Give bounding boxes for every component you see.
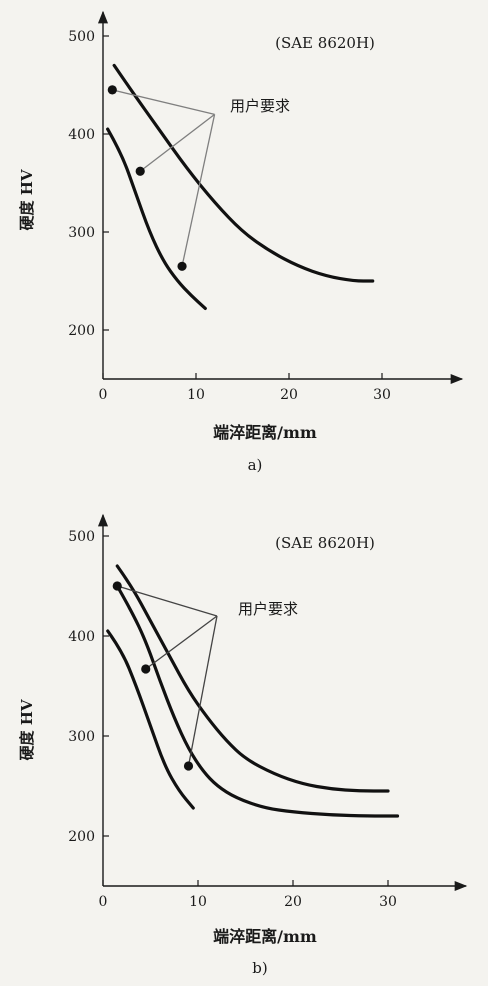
panel-b-requirement-point	[141, 664, 151, 674]
panel-a-x-tick-label: 10	[187, 387, 205, 403]
panel-a-x-tick-label: 30	[373, 387, 391, 403]
panel-b-annotation-leader	[187, 615, 218, 767]
panel-a-y-axis-label: 硬度 HV	[18, 169, 36, 230]
panel-b-x-tick-label: 20	[284, 894, 302, 910]
panel-b-x-axis-label: 端淬距离/mm	[213, 927, 317, 946]
panel-a-annotation-leader	[139, 113, 215, 172]
panel-a-requirement-point	[107, 85, 117, 95]
panel-b-annotation: 用户要求	[238, 600, 298, 618]
panel-a-annotation: 用户要求	[230, 97, 290, 115]
panel-a-x-axis-label: 端淬距离/mm	[213, 423, 317, 442]
panel-b-requirement-point	[112, 581, 122, 591]
chart-panel-b: 200 300 400 500 0 10 20 30	[68, 513, 468, 910]
panel-b-annotation-leader	[145, 615, 218, 670]
panel-b-y-tick-label: 500	[68, 529, 95, 545]
panel-a-y-tick-label: 300	[68, 225, 95, 241]
panel-a-y-tick-label: 400	[68, 127, 95, 143]
panel-a-requirement-point	[177, 261, 187, 271]
panel-b-curve-lower-band	[106, 629, 195, 810]
panel-b-curve-middle-curve	[115, 584, 400, 818]
panel-b-x-tick-label: 10	[189, 894, 207, 910]
panel-b-y-axis-label: 硬度 HV	[18, 699, 36, 760]
panel-a-x-tick-label: 0	[99, 387, 108, 403]
panel-a-x-tick-label: 20	[280, 387, 298, 403]
panel-b-y-tick-label: 300	[68, 729, 95, 745]
panel-b-requirement-point	[183, 761, 194, 771]
panel-a-y-tick-label: 500	[68, 29, 95, 45]
panel-b-label: b)	[252, 959, 267, 977]
panel-a-curve-upper-band	[112, 63, 375, 283]
panel-b-x-tick-label: 30	[379, 894, 397, 910]
panel-b-y-tick-label: 200	[68, 829, 95, 845]
chart-panel-a: 200 300 400 500 0 10 20 30	[68, 10, 464, 403]
panel-a-annotation-leader	[181, 114, 216, 267]
panel-b-curve-upper-band	[115, 564, 390, 793]
panel-a-curve-lower-band	[106, 127, 207, 311]
panel-b-x-tick-label: 0	[99, 894, 108, 910]
panel-b-y-tick-label: 400	[68, 629, 95, 645]
panel-b-title: (SAE 8620H)	[275, 534, 375, 552]
panel-b-annotation-leader	[117, 585, 218, 617]
panel-a-label: a)	[248, 456, 263, 474]
panel-a-requirement-point	[135, 166, 145, 176]
panel-a-y-tick-label: 200	[68, 323, 95, 339]
panel-a-title: (SAE 8620H)	[275, 34, 375, 52]
panel-a-annotation-leader	[112, 89, 215, 116]
